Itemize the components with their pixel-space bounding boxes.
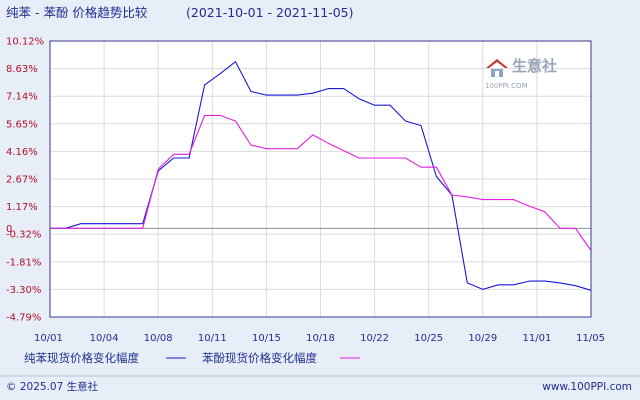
footer-site: www.100PPI.com [542,381,632,393]
y-tick-label: -4.79% [6,313,41,324]
date-range: (2021-10-01 - 2021-11-05) [186,5,354,20]
plot-border [49,40,592,318]
footer-copyright: © 2025.07 生意社 [6,380,99,393]
watermark: 生意社 100PPI.COM [485,57,557,90]
y-axis-ticks: 10.12% 8.63% 7.14% 5.65% 4.16% 2.67% 1.17% -0.3… [6,37,44,324]
x-tick-label: 10/25 [414,333,443,344]
series-line-phenol [50,114,592,251]
legend-label-benzene: 纯苯现货价格变化幅度 [24,351,139,365]
y-tick-label: 8.63% [6,64,38,75]
x-tick-label: 11/05 [576,333,605,344]
watermark-brand: 生意社 [512,57,557,75]
chart-title: 纯苯 - 苯酚 价格趋势比较 [6,5,148,20]
x-tick-label: 10/18 [306,333,335,344]
y-tick-label: -1.81% [6,257,41,268]
x-tick-label: 10/29 [468,333,497,344]
y-zero-tick-label: 0 [6,224,12,235]
x-tick-label: 10/11 [198,333,227,344]
x-tick-label: 10/01 [34,333,63,344]
y-tick-label: 10.12% [6,37,44,48]
house-logo-icon [486,59,508,77]
x-tick-label: 10/08 [144,333,173,344]
series-layer [50,61,592,291]
watermark-site: 100PPI.COM [485,82,528,90]
x-tick-label: 10/04 [90,333,119,344]
y-tick-label: 5.65% [6,119,38,130]
x-tick-label: 10/15 [252,333,281,344]
grid-lines [50,41,591,317]
y-tick-label: -3.30% [6,285,41,296]
y-tick-label: 7.14% [6,92,38,103]
series-line-benzene [50,61,592,291]
x-axis-ticks: 10/01 10/04 10/08 10/11 10/15 10/18 10/22 10/25… [34,333,605,344]
x-tick-label: 10/22 [360,333,389,344]
y-tick-label: -0.32% [6,230,41,241]
legend-label-phenol: 苯酚现货价格变化幅度 [202,351,317,365]
y-tick-label: 2.67% [6,175,38,186]
x-tick-label: 11/01 [522,333,551,344]
y-tick-label: 1.17% [6,202,38,213]
y-tick-label: 4.16% [6,147,38,158]
legend: 纯苯现货价格变化幅度 苯酚现货价格变化幅度 [24,351,360,365]
